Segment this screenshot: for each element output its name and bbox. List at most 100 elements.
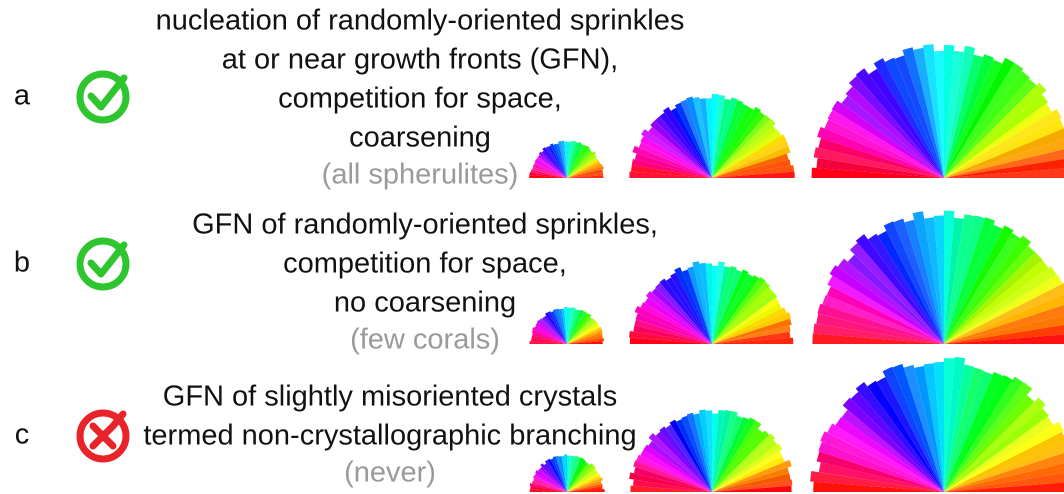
wedge bbox=[944, 245, 1036, 344]
wedge bbox=[712, 456, 785, 492]
wedge bbox=[810, 470, 944, 492]
wedge bbox=[531, 329, 567, 344]
wedge bbox=[712, 130, 782, 178]
wedge bbox=[855, 382, 944, 492]
wedge bbox=[944, 357, 966, 492]
wedge bbox=[944, 217, 964, 344]
wedge bbox=[634, 306, 712, 344]
wedge bbox=[712, 415, 743, 492]
wedge bbox=[567, 483, 603, 492]
wedge bbox=[912, 211, 944, 344]
wedge bbox=[845, 86, 944, 178]
wedge bbox=[712, 416, 749, 492]
wedge bbox=[712, 165, 795, 178]
row-label: b bbox=[14, 247, 30, 279]
wedge bbox=[944, 59, 1003, 178]
wedge bbox=[567, 144, 587, 178]
description-line: GFN of slightly misoriented crystals bbox=[163, 381, 617, 413]
wedge bbox=[944, 119, 1064, 178]
wedge bbox=[693, 413, 712, 492]
wedge bbox=[712, 410, 738, 492]
wedge bbox=[567, 166, 604, 178]
wedge bbox=[712, 134, 787, 178]
wedge bbox=[567, 322, 599, 344]
wedge bbox=[712, 303, 782, 344]
wedge bbox=[944, 334, 1064, 344]
wedge bbox=[567, 145, 590, 178]
wedge bbox=[567, 341, 603, 344]
wedge bbox=[541, 150, 567, 178]
wedge bbox=[655, 431, 712, 492]
wedge bbox=[534, 325, 567, 344]
wedge bbox=[682, 269, 712, 344]
wedge bbox=[712, 269, 749, 344]
wedge bbox=[712, 106, 762, 178]
wedge bbox=[629, 337, 712, 344]
wedge bbox=[712, 297, 780, 344]
wedge bbox=[712, 159, 791, 178]
wedge bbox=[567, 141, 570, 178]
wedge bbox=[933, 215, 944, 344]
wedge bbox=[712, 337, 794, 344]
wedge bbox=[944, 158, 1064, 178]
wedge bbox=[712, 275, 760, 344]
cross-icon bbox=[76, 409, 130, 463]
wedge bbox=[831, 100, 944, 178]
wedge bbox=[944, 78, 1037, 178]
wedge bbox=[944, 274, 1063, 344]
wedge bbox=[567, 140, 576, 178]
wedge bbox=[534, 473, 567, 492]
wedge bbox=[712, 140, 789, 178]
wedge bbox=[533, 478, 567, 492]
wedge bbox=[893, 218, 944, 344]
wedge bbox=[944, 394, 1035, 492]
wedge bbox=[712, 467, 790, 492]
wedge bbox=[699, 262, 712, 344]
wedge bbox=[567, 150, 593, 178]
wedge bbox=[529, 341, 567, 344]
wedge bbox=[868, 68, 944, 178]
wedge bbox=[826, 286, 944, 344]
wedge bbox=[567, 489, 605, 492]
wedge bbox=[567, 329, 603, 344]
wedge bbox=[712, 125, 777, 178]
description-line: termed non-crystallographic branching bbox=[143, 420, 636, 452]
wedge bbox=[676, 419, 712, 492]
wedge bbox=[944, 374, 1013, 492]
wedge bbox=[681, 415, 712, 492]
wedge bbox=[944, 103, 1052, 178]
wedge bbox=[944, 94, 1049, 178]
wedge bbox=[567, 475, 602, 492]
wedge bbox=[692, 96, 712, 178]
wedge bbox=[944, 210, 955, 344]
wedge bbox=[564, 454, 567, 492]
wedge bbox=[944, 367, 984, 492]
wedge bbox=[816, 313, 944, 344]
wedge bbox=[827, 109, 944, 178]
wedge bbox=[944, 149, 1064, 178]
wedge bbox=[532, 475, 567, 492]
wedge bbox=[944, 371, 1004, 492]
wedge bbox=[558, 140, 567, 178]
wedge bbox=[944, 62, 1024, 178]
wedge bbox=[648, 432, 712, 492]
wedge bbox=[536, 156, 567, 178]
wedge bbox=[817, 303, 944, 344]
wedge bbox=[712, 410, 732, 492]
wedge bbox=[550, 458, 567, 492]
wedge bbox=[567, 486, 603, 492]
wedge bbox=[567, 325, 600, 344]
wedge bbox=[827, 275, 944, 344]
wedge bbox=[558, 308, 567, 344]
wedge bbox=[712, 153, 789, 178]
wedge bbox=[892, 363, 944, 492]
spherulite bbox=[812, 210, 1064, 344]
wedge bbox=[944, 364, 975, 492]
wedge bbox=[567, 455, 573, 492]
wedge bbox=[544, 459, 567, 492]
wedge bbox=[556, 143, 567, 178]
wedge bbox=[816, 451, 944, 492]
wedge bbox=[813, 323, 944, 344]
wedge bbox=[712, 273, 754, 344]
wedge bbox=[643, 444, 712, 492]
